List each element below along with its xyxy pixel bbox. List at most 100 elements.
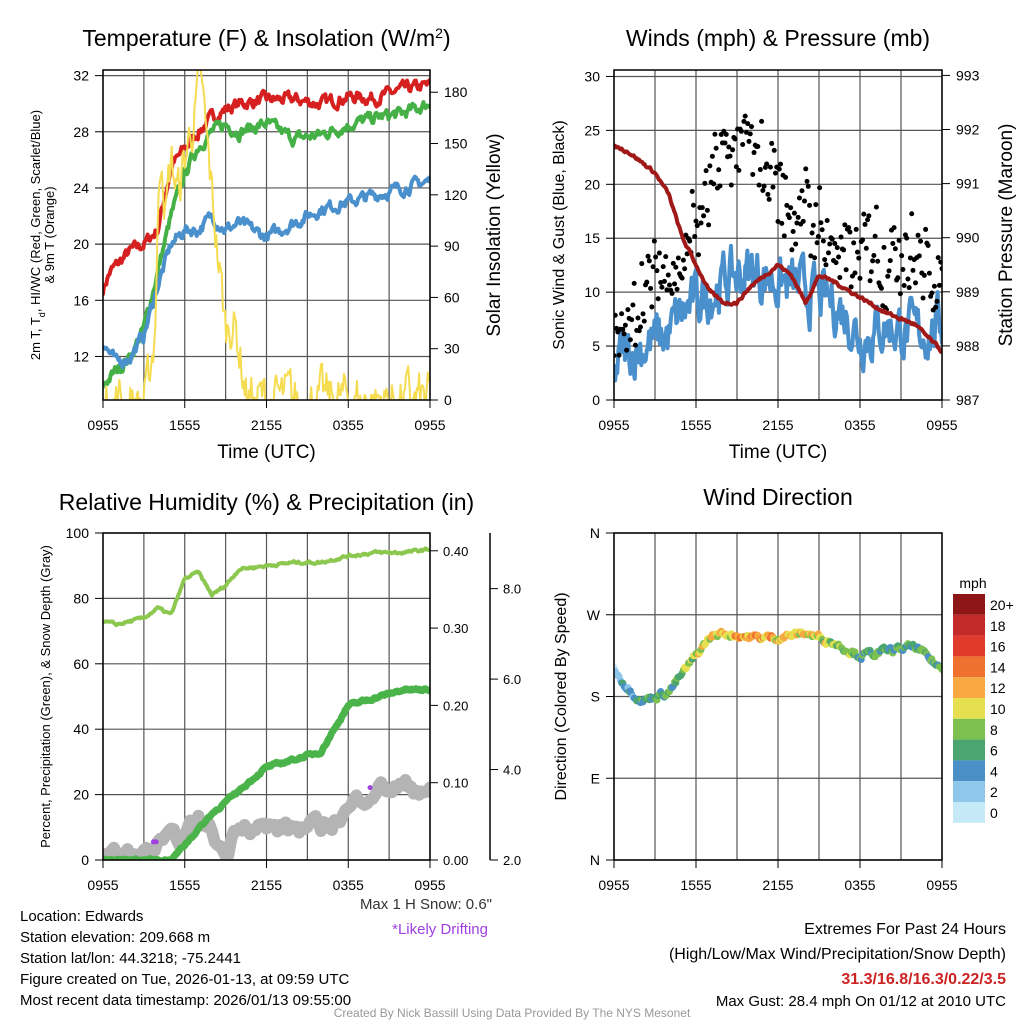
colorbar-label: 0 [990,805,998,821]
series-gust-point [636,328,642,334]
series-gust-point [817,185,823,191]
y-tick-label: 60 [73,656,89,672]
series-gust-point [637,324,643,330]
y-tick-label: 5 [592,338,600,354]
panel-1: Temperature (F) & Insolation (W/m2) 0955 1… [28,25,505,463]
series-gust-point [620,326,626,332]
extremes-values: 31.3/16.8/16.3/0.22/3.5 [841,971,1006,988]
colorbar-swatch [953,760,985,782]
series-gust-point [760,188,766,194]
y-right-tick-label: 120 [444,187,468,203]
series-gust-point [790,229,796,235]
series-gust-point [690,202,696,208]
series-gust-point [796,195,802,201]
y-axis-label: Percent, Precipitation (Green), & Snow D… [38,545,53,848]
x-tick-label: 1555 [169,877,200,893]
colorbar-swatch [953,739,985,761]
series-relative-humidity-line [103,546,430,628]
series-gust-point [644,279,650,285]
series-gust-point [896,237,902,243]
series-gust-point [934,298,940,304]
series-gust-point [755,144,761,150]
series-gust-point [674,286,680,292]
x-tick-label: 1555 [680,877,711,893]
series-gust-point [769,140,775,146]
y-tick-label: E [591,770,600,786]
y-right-axis-label: Solar Insolation (Yellow) [484,133,505,336]
drifting-label: *Likely Drifting [392,921,488,938]
series-gust-point [713,145,719,151]
y-tick-label: 0 [81,852,89,868]
credit-text: Created By Nick Bassill Using Data Provi… [333,1006,691,1020]
station-info: Location: Edwards Station elevation: 209… [20,906,351,1011]
series-likely-drifting-point [367,785,373,791]
series-gust-point [818,220,824,226]
x-tick-label: 2155 [762,877,793,893]
series-gust-point [856,255,862,261]
x-tick-label: 2155 [762,417,793,433]
series-gust-point [837,275,843,281]
series-gust-point [871,253,877,259]
series-gust-point [867,278,873,284]
colorbar-label: 4 [990,763,998,779]
x-tick-label: 0955 [926,877,957,893]
series-gust-point [933,304,939,310]
panel-3: Relative Humidity (%) & Precipitation (i… [38,489,521,893]
series-gust-point [757,167,763,173]
y-tick-label: S [591,689,600,705]
series-gust-point [650,264,656,270]
elevation-text: Station elevation: 209.668 m [20,929,211,946]
y-right-tick-label: 90 [444,238,460,254]
series-gust-point [931,283,937,289]
series-gust-point [854,249,860,255]
panel-2: Winds (mph) & Pressure (mb) 0955 1555 2155 0… [551,25,1017,463]
x-tick-label: 2155 [251,877,282,893]
series-station-pressure-line [614,143,942,354]
series-gust-point [847,229,853,235]
series-gust-point [909,211,915,217]
series-gust-point [747,131,753,137]
series-gust-point [764,161,770,167]
series-gust-point [765,191,771,197]
series-gust-point [672,281,678,287]
series-gust-point [929,290,935,296]
y-tick-label: W [587,607,601,623]
y-right-tick-label: 0 [444,392,452,408]
colorbar-label: 14 [990,659,1006,675]
series-gust-point [645,253,651,259]
series-gust-point [925,243,931,249]
series-gust-point [875,258,881,264]
recent-text: Most recent data timestamp: 2026/01/13 0… [20,992,352,1009]
series-gust-point [766,196,772,202]
x-tick-label: 0955 [926,417,957,433]
series-gust-point [699,205,705,211]
series-gust-point [887,258,893,264]
series-gust-point [822,257,828,263]
y-tick-label: 30 [584,68,600,84]
series-gust-point [906,285,912,291]
series-gust-point [865,217,871,223]
series-gust-point [852,270,858,276]
y-tick-label: 25 [584,122,600,138]
series-gust-point [728,182,734,188]
y-tick-label: 10 [584,284,600,300]
series-gust-point [659,284,665,290]
y-tick-label: 0 [592,392,600,408]
series-gust-point [892,246,898,252]
x-tick-label: 1555 [680,417,711,433]
series-gust-point [632,342,638,348]
series-gust-point [621,331,627,337]
series-gust-point [649,304,655,310]
x-tick-label: 0355 [844,877,875,893]
series-gust-point [848,284,854,290]
series-gust-point [868,269,874,275]
series-gust-point [658,280,664,286]
series-gust-point [803,166,809,172]
series-gust-point [696,252,702,258]
series-gust-point [779,220,785,226]
series-gust-point [680,257,686,263]
series-gust-point [703,168,709,174]
series-gust-point [870,258,876,264]
series-gust-point [756,182,762,188]
colorbar-swatch [953,781,985,802]
